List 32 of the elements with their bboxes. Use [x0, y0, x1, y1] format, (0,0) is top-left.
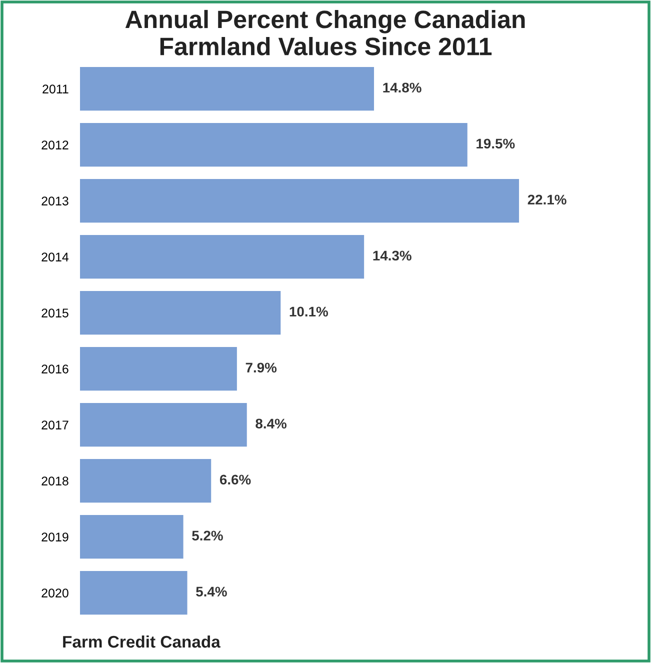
data-label: 22.1% [528, 194, 566, 204]
y-tick-label: 2014 [42, 252, 69, 262]
data-label: 8.4% [256, 418, 286, 429]
y-tick-label: 2016 [42, 364, 68, 374]
bar [80, 66, 374, 111]
data-label: 5.2% [192, 530, 223, 541]
bar [80, 290, 281, 335]
bar [80, 514, 184, 559]
bar [80, 122, 468, 167]
bar [80, 234, 364, 279]
y-tick-label: 2017 [42, 420, 68, 430]
bar [80, 570, 188, 615]
y-tick-label: 2018 [42, 476, 68, 486]
data-label: 14.3% [373, 250, 412, 261]
y-tick-label: 2011 [42, 84, 68, 94]
y-tick-label: 2019 [42, 532, 68, 542]
y-tick-label: 2013 [42, 196, 68, 206]
data-label: 5.4% [196, 586, 227, 597]
chart-title: Annual Percent Change Canadian Farmland Values Since 2011 [125, 10, 525, 56]
y-tick-label: 2020 [42, 588, 68, 598]
bar [80, 178, 520, 223]
data-label: 6.6% [220, 474, 251, 485]
data-label: 7.9% [246, 362, 277, 373]
bar [80, 346, 237, 391]
data-label: 19.5% [476, 138, 515, 149]
text: Farm Credit Canada [63, 635, 220, 648]
bar [80, 402, 247, 447]
data-label: 14.8% [383, 82, 422, 93]
bar [80, 458, 212, 503]
data-label: 10.1% [290, 306, 328, 317]
y-tick-label: 2015 [42, 308, 68, 318]
y-tick-label: 2012 [42, 140, 68, 150]
